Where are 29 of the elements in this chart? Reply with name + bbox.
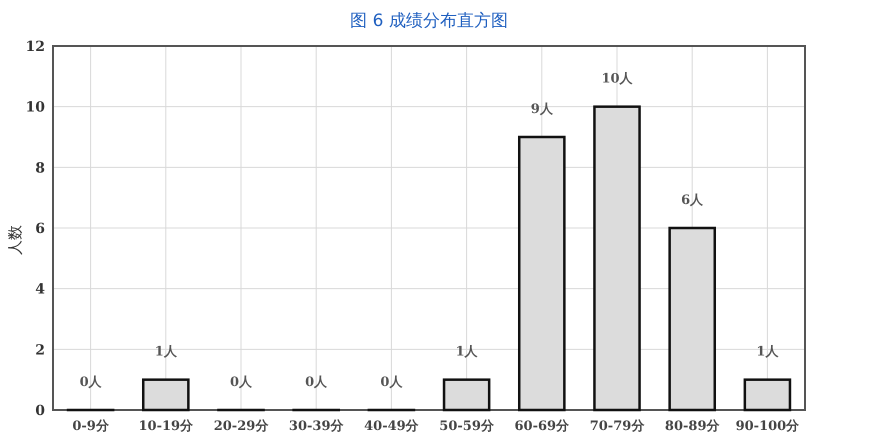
y-axis-title: 人数 [6,225,24,255]
data-label: 10人 [601,72,634,87]
x-tick-label: 0-9分 [72,419,110,434]
x-tick-label: 20-29分 [214,419,270,434]
data-label: 1人 [756,344,780,360]
x-tick-label: 30-39分 [288,419,344,434]
data-label: 0人 [305,375,328,390]
x-tick-label: 10-19分 [138,419,194,434]
data-label: 1人 [456,344,479,360]
data-label: 6人 [681,193,704,208]
y-tick-label: 0 [35,403,46,419]
y-tick-label: 10 [26,100,46,116]
y-tick-label: 12 [26,39,45,55]
data-label: 0人 [80,375,103,390]
x-tick-label: 70-79分 [590,419,646,434]
data-label: 9人 [530,102,554,117]
data-label: 1人 [154,344,178,360]
y-tick-label: 4 [35,282,46,298]
y-tick-label: 8 [35,160,45,176]
x-tick-label: 50-59分 [439,419,495,434]
y-tick-label: 6 [35,221,45,237]
data-label: 0人 [230,375,254,390]
x-tick-label: 60-69分 [514,419,570,434]
x-tick-label: 90-100分 [736,419,800,434]
caption: 图 6 成绩分布直方图 [350,11,508,31]
y-tick-label: 2 [35,342,45,358]
x-tick-label: 80-89分 [664,419,720,434]
data-label: 0人 [380,375,404,390]
x-tick-label: 40-49分 [364,419,420,434]
